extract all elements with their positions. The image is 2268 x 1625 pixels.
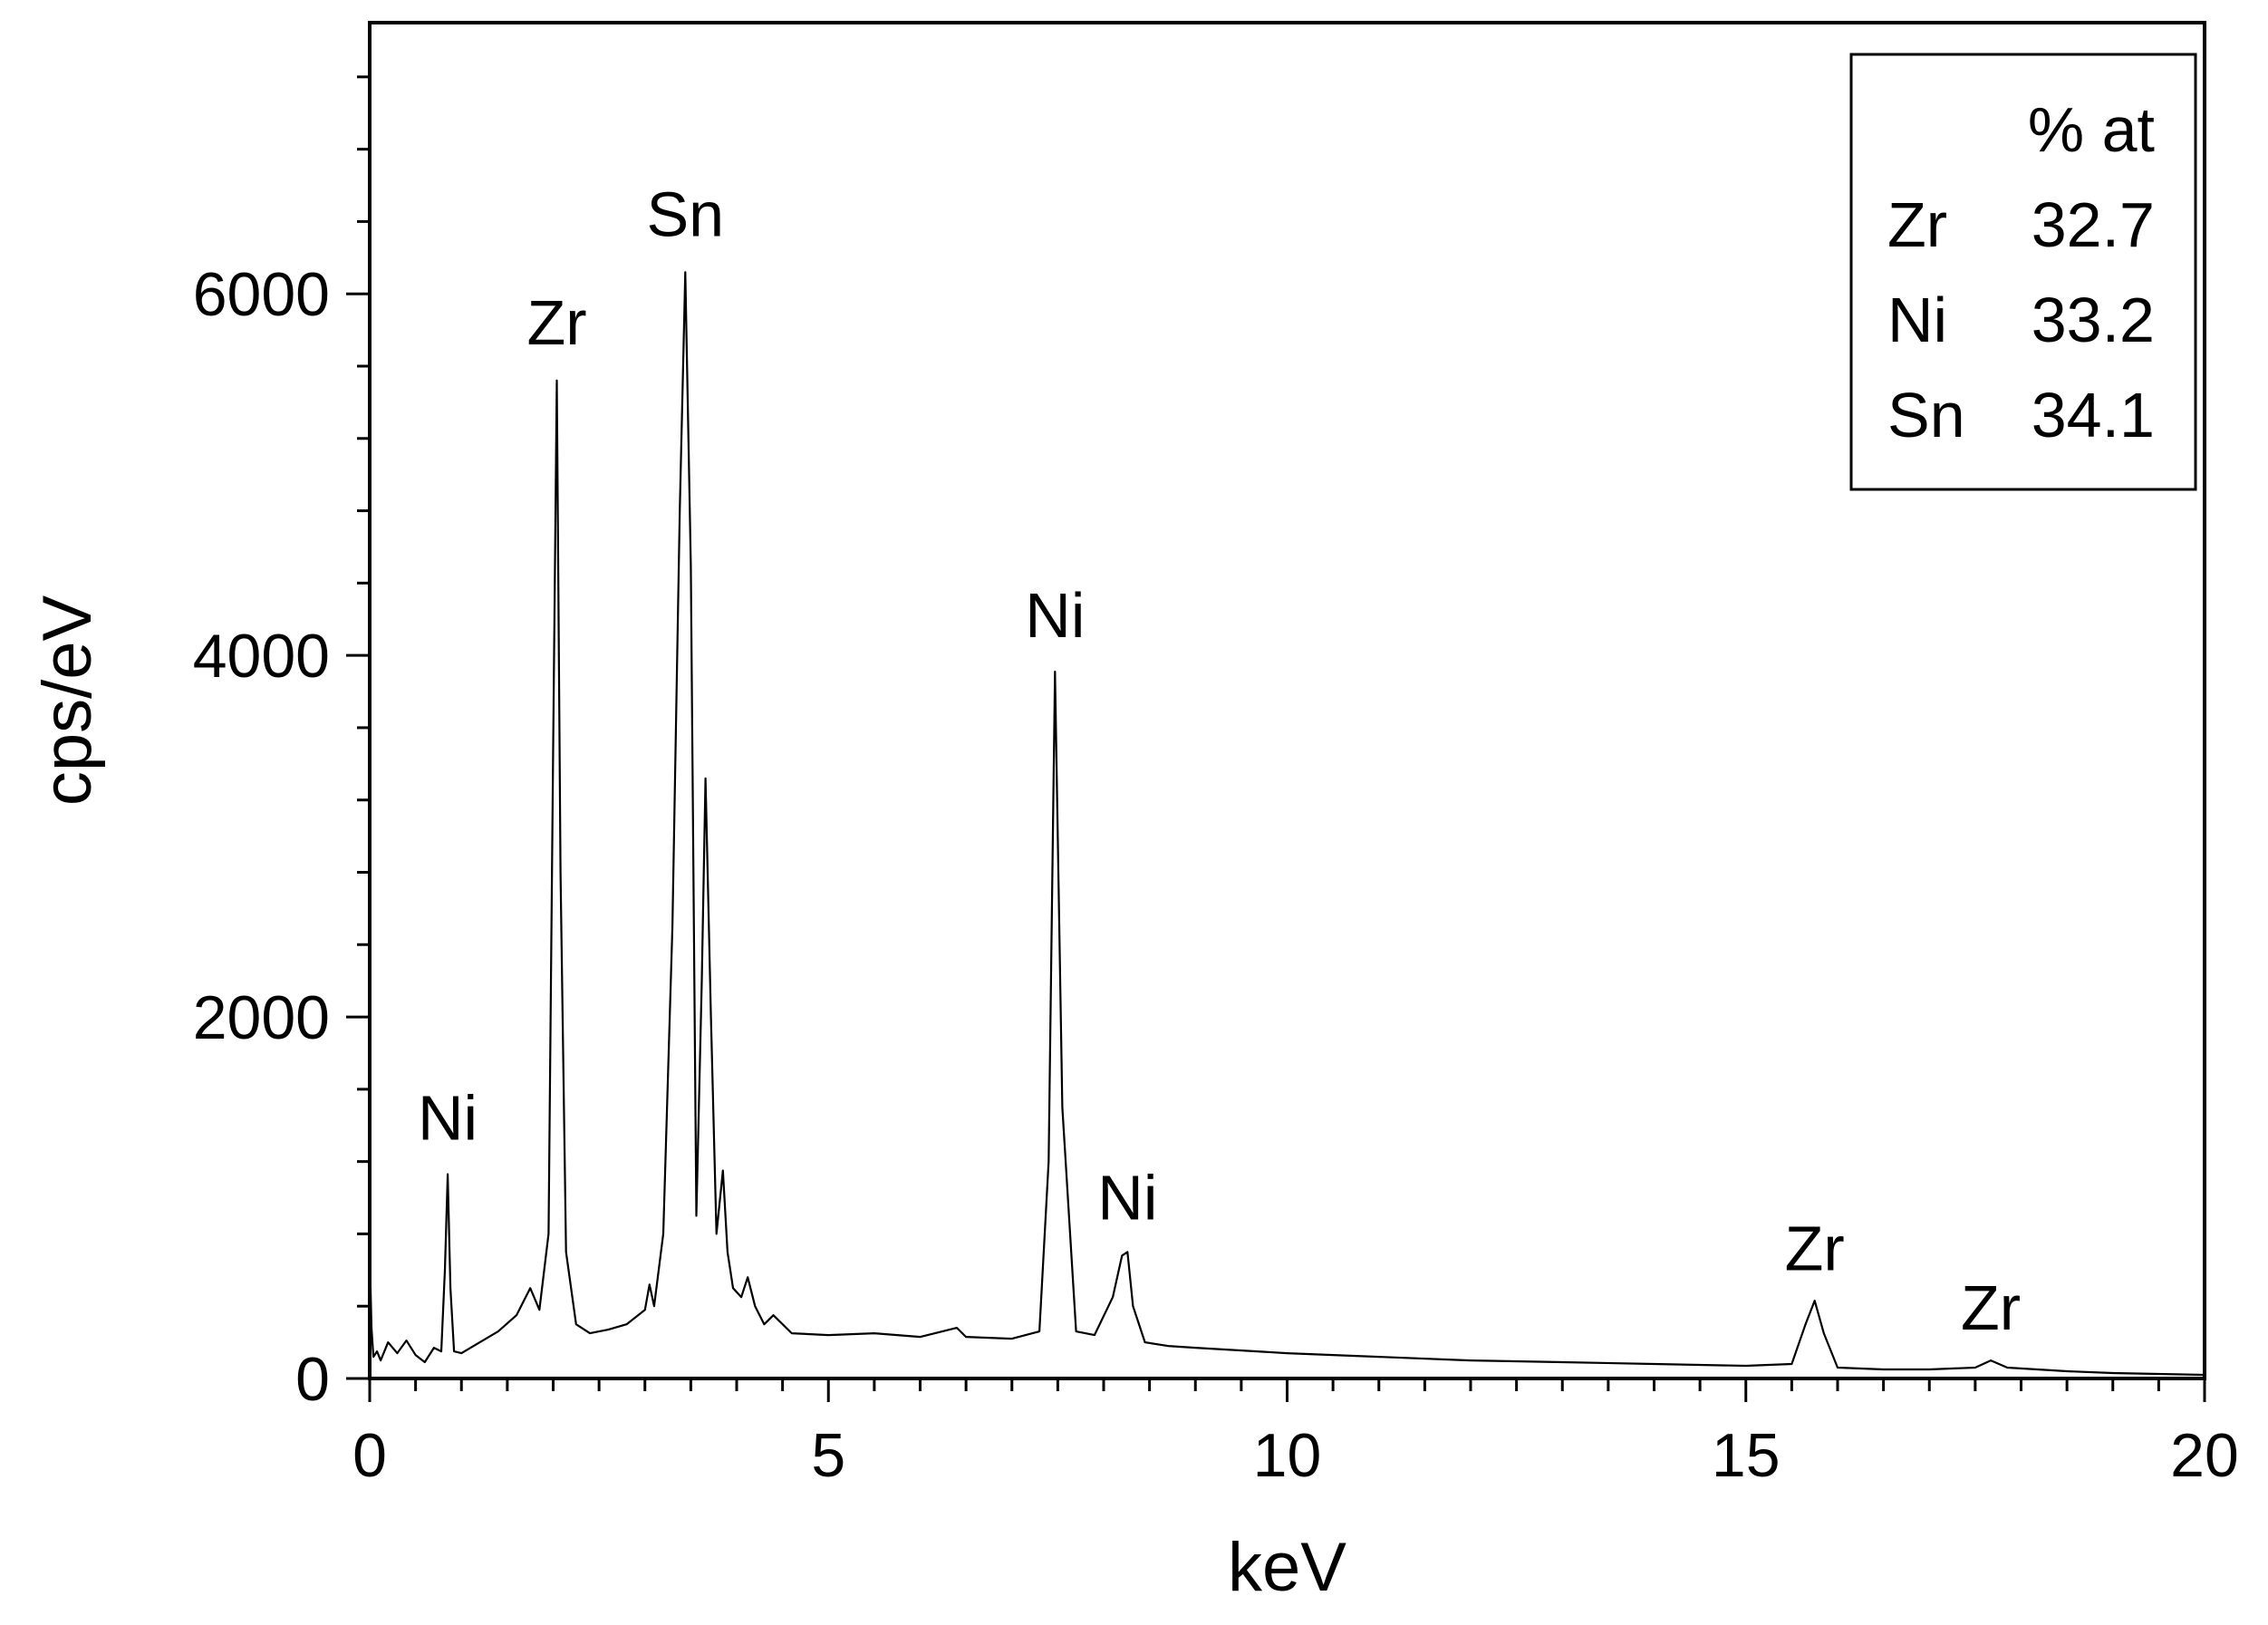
legend-box <box>1849 53 2197 491</box>
peak-label-zr: Zr <box>1961 1272 2021 1343</box>
peak-label-zr: Zr <box>1785 1213 1845 1283</box>
peak-label-zr: Zr <box>527 287 587 358</box>
y-tick-label: 6000 <box>193 260 330 329</box>
x-tick-label: 15 <box>1712 1421 1781 1490</box>
y-tick-label: 0 <box>295 1345 330 1414</box>
x-tick-label: 10 <box>1253 1421 1322 1490</box>
x-tick-label: 0 <box>352 1421 387 1490</box>
y-tick-label: 4000 <box>193 622 330 691</box>
x-tick-label: 5 <box>811 1421 845 1490</box>
y-axis-title: cps/eV <box>29 595 106 807</box>
peak-label-ni: Ni <box>1025 580 1085 651</box>
x-axis: 0 5 10 15 20 <box>352 1378 2239 1490</box>
spectrum-line <box>368 271 2205 1377</box>
peak-label-ni: Ni <box>418 1083 478 1154</box>
legend-element-zr: Zr <box>1887 189 1947 260</box>
legend-header: % at <box>2028 94 2155 165</box>
legend-value-zr: 32.7 <box>2032 189 2155 260</box>
peak-label-ni: Ni <box>1097 1162 1157 1233</box>
peak-label-sn: Sn <box>646 179 724 249</box>
legend-element-ni: Ni <box>1887 285 1947 355</box>
legend-element-sn: Sn <box>1887 380 1965 450</box>
x-axis-title: keV <box>1228 1529 1346 1606</box>
y-tick-label: 2000 <box>193 983 330 1052</box>
peak-labels: Ni Zr Sn Ni Ni Zr Zr <box>418 179 2021 1343</box>
legend-value-ni: 33.2 <box>2032 285 2155 355</box>
composition-legend: % at Zr 32.7 Ni 33.2 Sn 34.1 <box>1849 53 2197 491</box>
y-axis: 0 2000 4000 6000 <box>193 75 370 1414</box>
legend-value-sn: 34.1 <box>2032 380 2155 450</box>
x-tick-label: 20 <box>2170 1421 2239 1490</box>
